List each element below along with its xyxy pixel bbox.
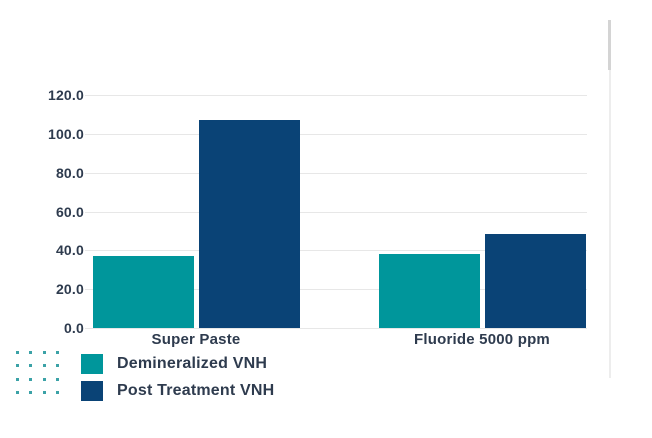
legend-label: Demineralized VNH — [117, 355, 268, 372]
y-axis-tick-label: 60.0 — [55, 203, 84, 220]
y-axis-tick-label: 100.0 — [47, 125, 84, 142]
decorative-dot — [55, 390, 59, 394]
decorative-dot — [16, 390, 19, 394]
legend-swatch-teal — [81, 354, 103, 374]
y-axis-tick-label: 120.0 — [47, 87, 84, 103]
chart-legend: Demineralized VNH Post Treatment VNH — [81, 353, 274, 407]
decorative-dot — [29, 364, 33, 368]
legend-item-post-treatment-vnh: Post Treatment VNH — [81, 380, 274, 402]
y-axis-tick-label: 80.0 — [55, 164, 84, 181]
decorative-dot — [42, 351, 46, 354]
decorative-dot — [42, 364, 46, 368]
decorative-dot — [29, 351, 33, 354]
bar-post-treatment-vnh-fluoride-5000-ppm — [484, 234, 586, 328]
scrollbar-thumb[interactable] — [608, 20, 611, 70]
scrollbar-track[interactable] — [609, 20, 611, 378]
decorative-dot — [16, 364, 19, 368]
x-axis-category-fluoride-5000-ppm: Fluoride 5000 ppm — [414, 331, 550, 348]
decorative-dot — [29, 390, 33, 394]
decorative-dot — [29, 377, 33, 381]
gridline — [85, 172, 587, 174]
gridline — [85, 250, 587, 252]
gridline — [85, 328, 587, 329]
legend-item-demineralized-vnh: Demineralized VNH — [81, 353, 274, 375]
decorative-dot — [42, 377, 46, 381]
decorative-dot — [16, 351, 19, 354]
dot-grid-decoration — [16, 351, 62, 397]
decorative-dot — [16, 377, 19, 381]
y-axis-tick-label: 40.0 — [55, 242, 84, 259]
gridline — [85, 133, 587, 135]
bar-demineralized-vnh-fluoride-5000-ppm — [378, 254, 480, 328]
decorative-dot — [55, 377, 59, 381]
gridline — [85, 211, 587, 213]
decorative-dot — [55, 364, 59, 368]
gridline — [85, 289, 587, 291]
y-axis-tick-label: 20.0 — [55, 281, 84, 298]
bar-post-treatment-vnh-super-paste — [198, 120, 300, 328]
y-axis-tick-label: 0.0 — [63, 320, 84, 336]
legend-swatch-navy — [81, 381, 103, 401]
gridline — [85, 95, 587, 96]
decorative-dot — [55, 351, 59, 354]
x-axis-category-super-paste: Super Paste — [151, 331, 241, 348]
legend-label: Post Treatment VNH — [117, 382, 275, 399]
decorative-dot — [42, 390, 46, 394]
bar-demineralized-vnh-super-paste — [92, 255, 194, 328]
